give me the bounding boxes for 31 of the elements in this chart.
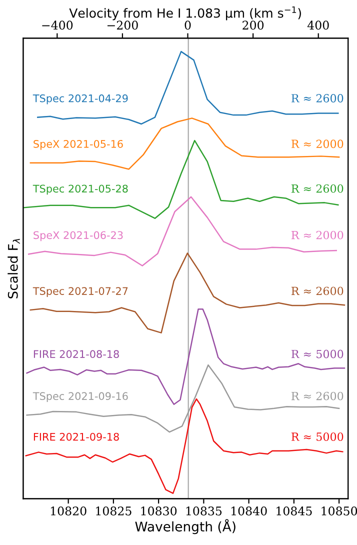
- x-axis-title: Wavelength (Å): [135, 519, 236, 534]
- annotation: R ≈ 5000: [292, 350, 344, 358]
- x2-tick-label: 200: [242, 20, 264, 30]
- x2-tick-label: −400: [42, 20, 73, 30]
- y-axis-title: Scaled F$_{λ}$: [8, 238, 20, 298]
- x2-tick-label: 0: [184, 20, 191, 30]
- series-label: FIRE 2021-09-18: [34, 432, 119, 441]
- x2-tick-label: 400: [307, 20, 329, 30]
- x-tick-label: 10820: [50, 506, 86, 516]
- annotation: R ≈ 2600: [292, 392, 344, 400]
- series-label: TSpec 2021-05-28: [32, 184, 128, 195]
- x-tick-label: 10850: [322, 506, 357, 516]
- series-label: FIRE 2021-08-18: [34, 350, 119, 358]
- x-tick-label: 10835: [186, 506, 222, 516]
- x2-tick-label: −200: [108, 20, 138, 30]
- x-tick-label: 10845: [276, 506, 312, 516]
- annotation: R ≈ 2600: [292, 94, 344, 102]
- annotation: R ≈ 2600: [292, 184, 344, 193]
- annotation: R ≈ 2000: [292, 230, 344, 240]
- series-label: SpeX 2021-06-23: [34, 231, 123, 242]
- x-tick-label: 10840: [231, 506, 267, 516]
- x-tick-label: 10825: [96, 506, 132, 516]
- annotation: R ≈ 2000: [292, 140, 344, 148]
- annotation: R ≈ 5000: [292, 432, 344, 441]
- series-label: SpeX 2021-05-16: [34, 140, 123, 150]
- x-tick-label: 10830: [141, 506, 177, 516]
- annotation: R ≈ 2600: [292, 286, 344, 296]
- x2-axis-title: Velocity from He I 1.083 μm (km s$^{−1}$): [69, 6, 301, 20]
- series-label: TSpec 2021-07-27: [32, 287, 128, 297]
- series-label: TSpec 2021-09-16: [32, 392, 128, 402]
- series-label: TSpec 2021-04-29: [32, 94, 128, 104]
